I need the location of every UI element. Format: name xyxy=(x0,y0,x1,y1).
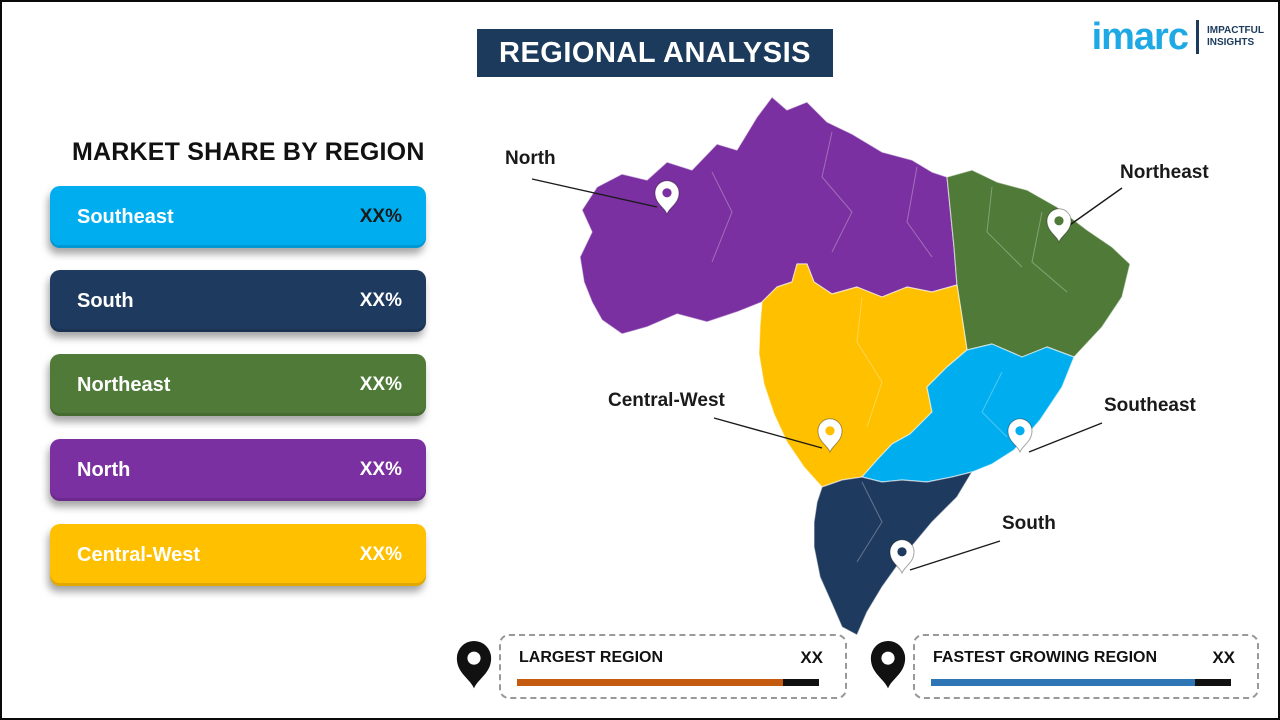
fastest-region-box: FASTEST GROWING REGION XX xyxy=(913,634,1259,699)
leader-line-central-west xyxy=(713,417,823,449)
share-bar-label: Southeast xyxy=(77,205,174,228)
map-pin-south xyxy=(889,539,915,575)
share-bar-label: North xyxy=(77,458,131,481)
share-bar-northeast: Northeast XX% xyxy=(50,354,426,416)
imarc-logo-text: imarc xyxy=(1091,16,1189,58)
state-lines-north xyxy=(711,131,933,263)
share-bar-value: XX% xyxy=(359,290,402,311)
fastest-region-value: XX xyxy=(1212,648,1235,667)
map-label-south: South xyxy=(1002,513,1056,534)
page-title: REGIONAL ANALYSIS xyxy=(477,29,833,77)
share-bar-label: Central-West xyxy=(77,543,200,566)
share-bar-north: North XX% xyxy=(50,439,426,501)
largest-region-box: LARGEST REGION XX xyxy=(499,634,847,699)
share-bar-value: XX% xyxy=(359,206,402,227)
brazil-map xyxy=(531,96,1131,636)
map-pin-northeast xyxy=(1046,208,1072,244)
leader-line-southeast xyxy=(1028,422,1103,453)
imarc-logo: imarc IMPACTFUL INSIGHTS xyxy=(1092,18,1264,56)
leader-line-northeast xyxy=(1066,187,1123,228)
share-bar-value: XX% xyxy=(359,459,402,480)
largest-region-pin-icon xyxy=(456,641,492,689)
map-pin-hole xyxy=(825,426,835,436)
share-bar-label: Northeast xyxy=(77,373,171,396)
region-northeast xyxy=(946,169,1131,358)
map-pin-central-west xyxy=(817,418,843,454)
share-bar-central-west: Central-West XX% xyxy=(50,524,426,586)
largest-region-bar xyxy=(517,679,819,686)
share-bar-southeast: Southeast XX% xyxy=(50,186,426,248)
logo-tagline-line1: IMPACTFUL xyxy=(1206,25,1264,36)
logo-tagline: IMPACTFUL INSIGHTS xyxy=(1207,25,1264,49)
logo-divider xyxy=(1195,20,1199,54)
map-pin-hole xyxy=(662,188,672,198)
map-pin-hole xyxy=(897,547,907,557)
map-label-north: North xyxy=(505,148,556,169)
map-label-central-west: Central-West xyxy=(608,390,725,411)
map-pin-hole xyxy=(1054,216,1064,226)
state-lines-southeast xyxy=(981,371,1008,438)
market-share-heading: MARKET SHARE BY REGION xyxy=(72,138,425,166)
logo-tagline-line2: INSIGHTS xyxy=(1206,37,1255,48)
leader-line-north xyxy=(531,178,658,208)
fastest-region-pin-icon xyxy=(870,641,906,689)
map-pin-hole xyxy=(1015,426,1025,436)
fastest-region-bar xyxy=(931,679,1231,686)
map-pin-southeast xyxy=(1007,418,1033,454)
state-lines-central-west xyxy=(856,296,883,428)
fastest-region-label: FASTEST GROWING REGION xyxy=(933,649,1158,666)
share-bar-value: XX% xyxy=(359,374,402,395)
map-label-southeast: Southeast xyxy=(1104,395,1196,416)
map-label-northeast: Northeast xyxy=(1120,162,1209,183)
share-bar-south: South XX% xyxy=(50,270,426,332)
state-lines-south xyxy=(856,481,883,563)
share-bar-label: South xyxy=(77,289,134,312)
state-lines-northeast xyxy=(986,186,1068,293)
largest-region-value: XX xyxy=(800,648,823,667)
map-pin-north xyxy=(654,180,680,216)
largest-region-label: LARGEST REGION xyxy=(519,649,664,666)
leader-line-south xyxy=(909,540,1001,571)
share-bar-value: XX% xyxy=(359,544,402,565)
